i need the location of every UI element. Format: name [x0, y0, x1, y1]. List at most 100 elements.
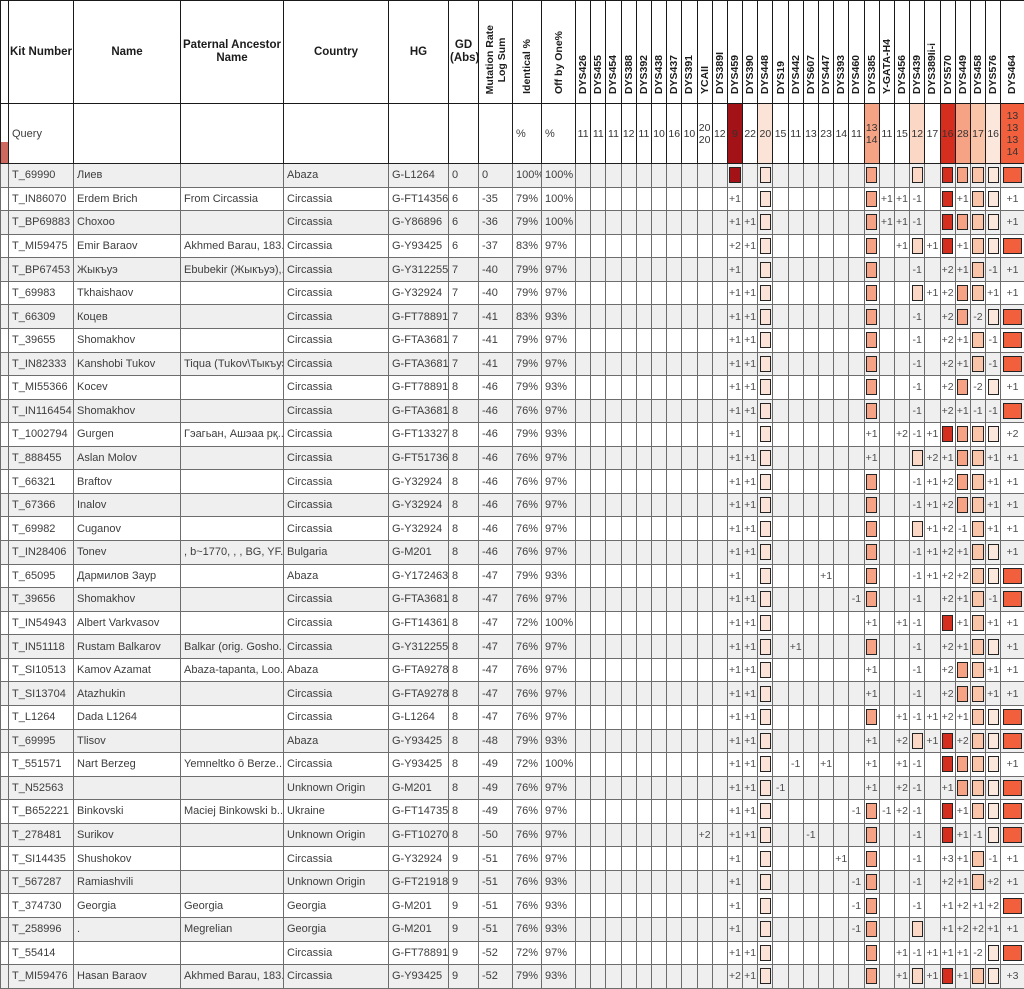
query-marker-cell-y-gata-h4: 11	[879, 104, 894, 164]
cell-gd: 9	[449, 847, 479, 871]
marker-cell-dys385	[864, 800, 879, 824]
marker-cell-dys19	[773, 847, 788, 871]
cell-hg: G-FT143564	[389, 187, 449, 211]
marker-cell-dys391	[682, 211, 697, 235]
col-header-dys391[interactable]: DYS391	[682, 1, 697, 104]
marker-cell-dys449	[955, 682, 970, 706]
col-header-gd[interactable]: GD (Abs)	[449, 1, 479, 104]
col-header-dys464[interactable]: DYS464	[1001, 1, 1024, 104]
cell-kit: T_IN51118	[9, 635, 74, 659]
col-header-dys447[interactable]: DYS447	[819, 1, 834, 104]
col-header-country[interactable]: Country	[284, 1, 389, 104]
col-header-ancestor[interactable]: Paternal Ancestor Name	[181, 1, 284, 104]
col-header-dys607[interactable]: DYS607	[803, 1, 818, 104]
marker-cell-dys460	[849, 376, 864, 400]
match-chip	[866, 898, 877, 914]
marker-cell-ycaii	[697, 729, 712, 753]
marker-cell-dys437	[667, 517, 682, 541]
marker-cell-dys459: +2	[727, 965, 742, 989]
cell-ancestor: , b~1770, , , BG, YF...	[181, 541, 284, 565]
col-header-identical[interactable]: Identical %	[513, 1, 542, 104]
col-header-dys448[interactable]: DYS448	[758, 1, 773, 104]
marker-cell-dys448	[758, 352, 773, 376]
marker-cell-dys389ii-i	[925, 635, 940, 659]
match-chip	[972, 214, 983, 230]
col-header-dys576[interactable]: DYS576	[986, 1, 1001, 104]
col-header-dys442[interactable]: DYS442	[788, 1, 803, 104]
cell-gd: 7	[449, 305, 479, 329]
cell-name: Erdem Brich	[74, 187, 181, 211]
marker-cell-dys439: -1	[910, 328, 925, 352]
col-header-dys389i[interactable]: DYS389I	[712, 1, 727, 104]
row-number-cell	[1, 847, 9, 871]
col-header-kit[interactable]: Kit Number	[9, 1, 74, 104]
col-header-dys389ii-i[interactable]: DYS389Ii-i	[925, 1, 940, 104]
cell-gd: 8	[449, 753, 479, 777]
marker-cell-dys389ii-i: +1	[925, 517, 940, 541]
match-chip	[972, 851, 983, 867]
match-chip	[957, 426, 968, 442]
marker-cell-dys437	[667, 894, 682, 918]
marker-cell-dys456	[894, 493, 909, 517]
cell-ancestor: Akhmed Barau, 183...	[181, 965, 284, 989]
col-header-dys426[interactable]: DYS426	[576, 1, 591, 104]
match-chip	[988, 167, 999, 183]
col-header-dys439[interactable]: DYS439	[910, 1, 925, 104]
col-header-dys460[interactable]: DYS460	[849, 1, 864, 104]
cell-identical: 79%	[513, 328, 542, 352]
col-header-dys455[interactable]: DYS455	[591, 1, 606, 104]
marker-cell-dys385: +1	[864, 753, 879, 777]
col-header-dys388[interactable]: DYS388	[621, 1, 636, 104]
marker-cell-dys448	[758, 965, 773, 989]
cell-identical: 79%	[513, 258, 542, 282]
marker-cell-dys391	[682, 234, 697, 258]
col-header-name[interactable]: Name	[74, 1, 181, 104]
match-chip	[866, 639, 877, 655]
marker-cell-dys454	[606, 352, 621, 376]
col-header-dys456[interactable]: DYS456	[894, 1, 909, 104]
marker-cell-dys388	[621, 823, 636, 847]
match-chip	[866, 474, 877, 490]
marker-cell-dys570: +2	[940, 682, 955, 706]
col-header-dys459[interactable]: DYS459	[727, 1, 742, 104]
cell-gd: 9	[449, 941, 479, 965]
marker-cell-dys385	[864, 941, 879, 965]
col-header-hg[interactable]: HG	[389, 1, 449, 104]
marker-label: DYS460	[850, 55, 862, 94]
col-header-mrls[interactable]: Mutation Rate Log Sum	[479, 1, 513, 104]
col-header-dys390[interactable]: DYS390	[743, 1, 758, 104]
col-header-dys458[interactable]: DYS458	[970, 1, 985, 104]
marker-cell-dys459: +1	[727, 328, 742, 352]
col-header-ycaii[interactable]: YCAII	[697, 1, 712, 104]
col-header-dys438[interactable]: DYS438	[651, 1, 666, 104]
col-header-y-gata-h4[interactable]: Y-GATA-H4	[879, 1, 894, 104]
marker-cell-dys391	[682, 918, 697, 942]
marker-cell-dys576: -1	[986, 328, 1001, 352]
marker-cell-dys437	[667, 941, 682, 965]
col-header-dys393[interactable]: DYS393	[834, 1, 849, 104]
cell-country: Circassia	[284, 753, 389, 777]
marker-cell-dys391	[682, 352, 697, 376]
cell-hg: G-Y312255	[389, 635, 449, 659]
marker-cell-dys454	[606, 564, 621, 588]
col-header-dys385[interactable]: DYS385	[864, 1, 879, 104]
col-header-dys454[interactable]: DYS454	[606, 1, 621, 104]
marker-cell-dys439: -1	[910, 470, 925, 494]
cell-offbyone: 93%	[542, 729, 576, 753]
marker-cell-y-gata-h4	[879, 258, 894, 282]
col-header-dys392[interactable]: DYS392	[636, 1, 651, 104]
col-header-dys449[interactable]: DYS449	[955, 1, 970, 104]
marker-cell-dys448	[758, 517, 773, 541]
col-header-dys19[interactable]: DYS19	[773, 1, 788, 104]
marker-cell-dys607	[803, 611, 818, 635]
col-header-dys570[interactable]: DYS570	[940, 1, 955, 104]
marker-cell-dys393	[834, 258, 849, 282]
marker-cell-dys442	[788, 423, 803, 447]
marker-cell-dys460	[849, 211, 864, 235]
col-header-dys437[interactable]: DYS437	[667, 1, 682, 104]
marker-cell-dys439	[910, 918, 925, 942]
row-number-cell	[1, 446, 9, 470]
col-header-offbyone[interactable]: Off by One%	[542, 1, 576, 104]
marker-cell-dys454	[606, 164, 621, 188]
marker-cell-dys460	[849, 965, 864, 989]
